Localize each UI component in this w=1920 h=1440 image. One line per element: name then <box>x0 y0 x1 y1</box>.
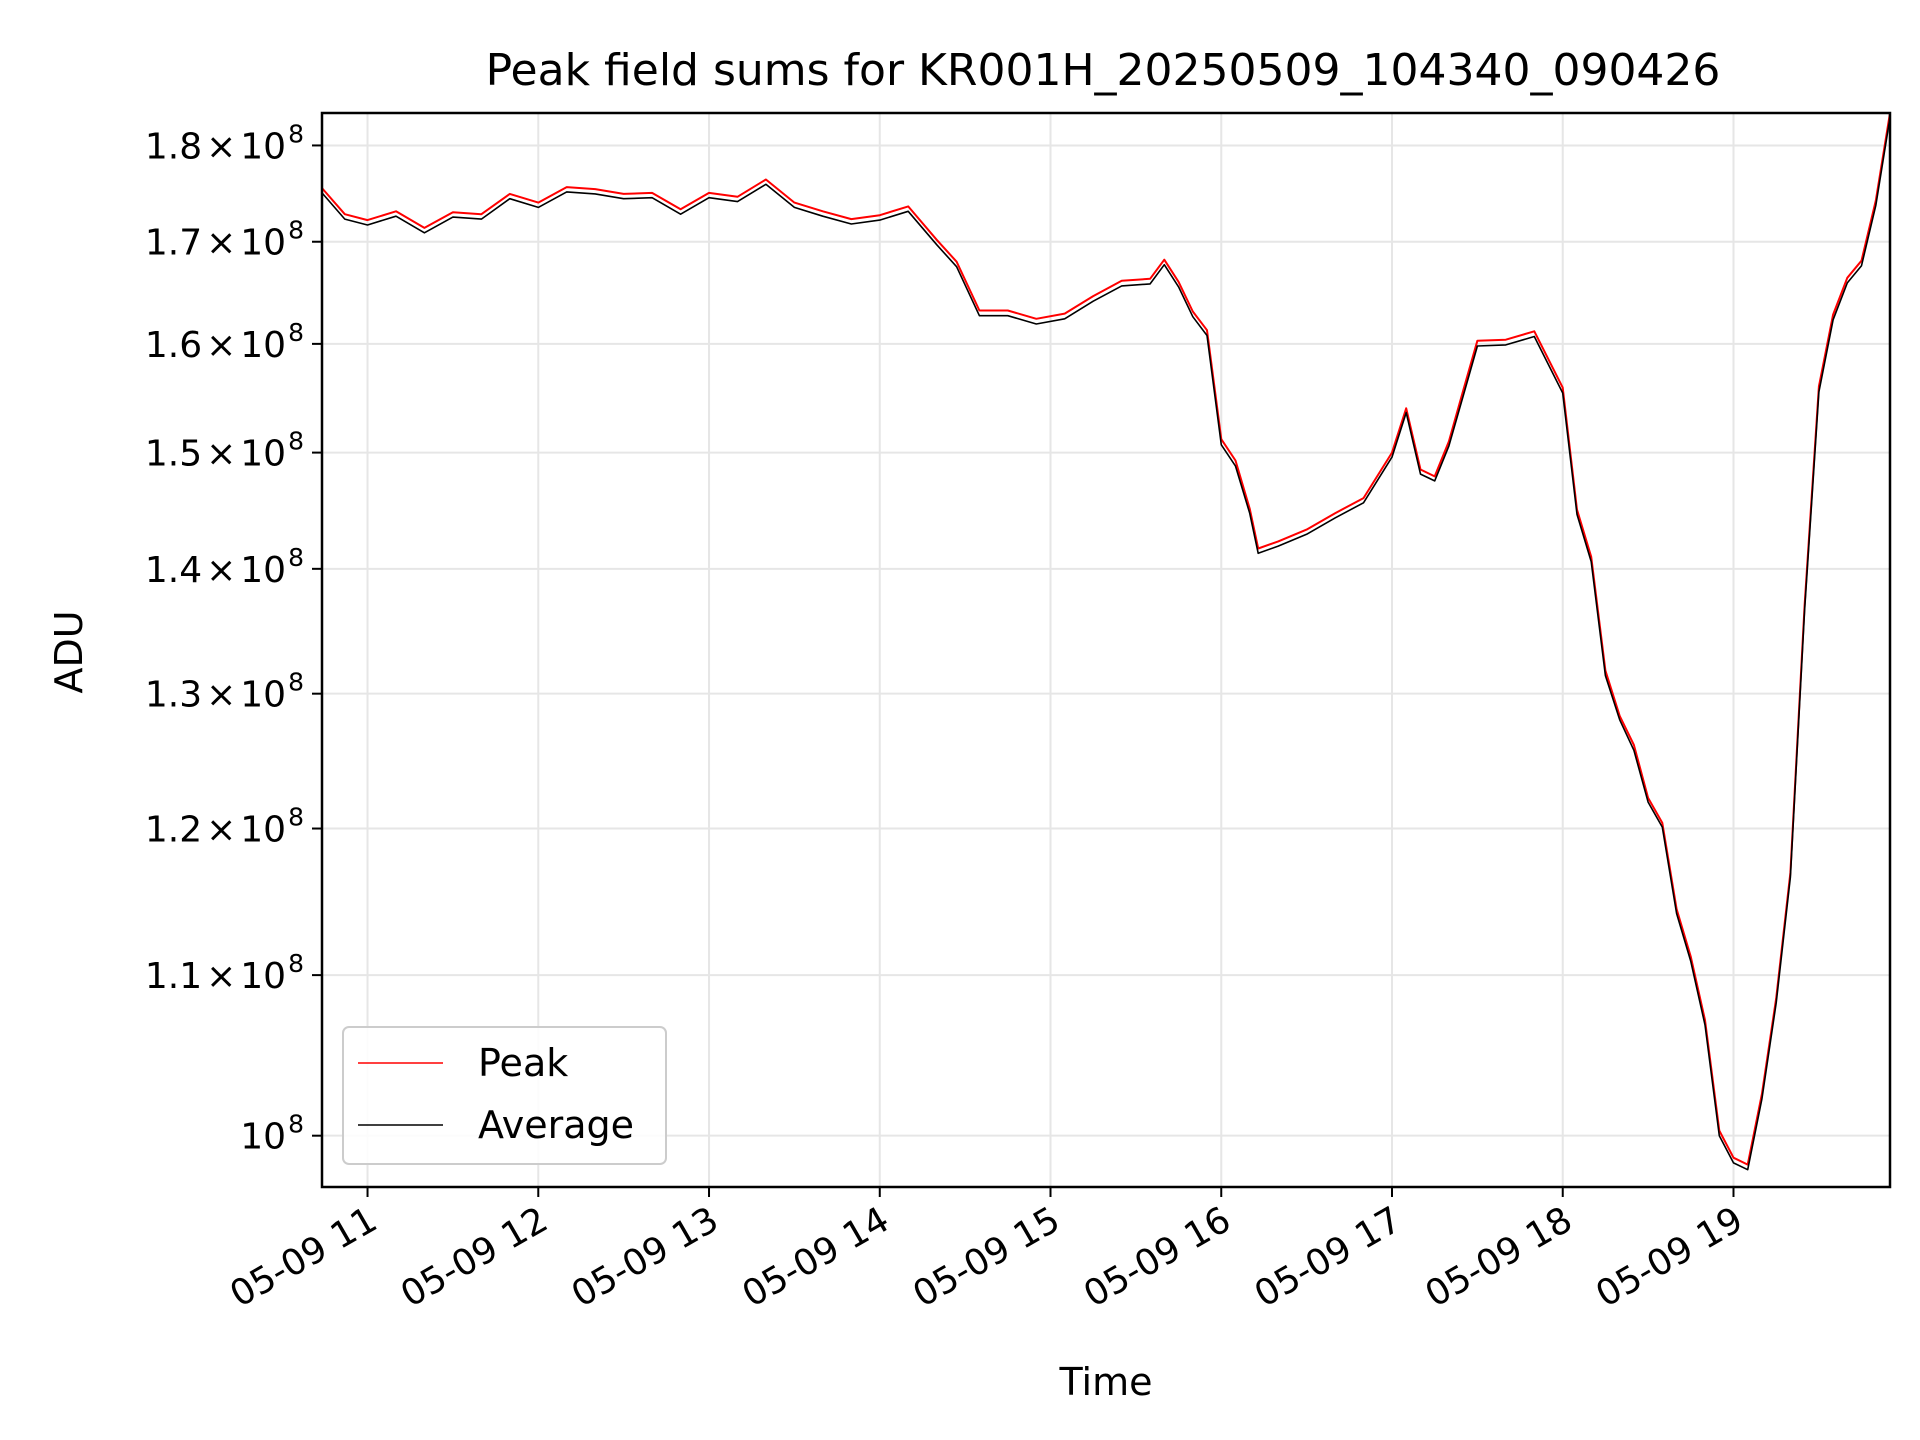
y-tick-label: 1.4 × 108 <box>145 543 304 591</box>
legend-average-label: Average <box>478 1103 634 1147</box>
y-tick-label: 108 <box>240 1110 304 1158</box>
plot-frame <box>320 111 1892 1189</box>
y-tick-label: 1.8 × 108 <box>145 119 304 167</box>
y-tick-label: 1.2 × 108 <box>145 803 304 851</box>
grid <box>322 113 1890 1187</box>
y-tick-label: 1.3 × 108 <box>145 668 304 716</box>
y-tick-label: 1.6 × 108 <box>145 318 304 366</box>
chart-title: Peak field sums for KR001H_20250509_1043… <box>486 45 1721 96</box>
y-axis-label: ADU <box>47 610 91 693</box>
y-tick-label: 1.1 × 108 <box>145 949 304 997</box>
legend: Peak Average <box>342 1026 667 1165</box>
y-tick-label: 1.7 × 108 <box>145 216 304 264</box>
series-line-average <box>321 117 1891 1171</box>
x-axis-label: Time <box>1059 1360 1153 1404</box>
series-lines <box>321 112 1891 1171</box>
legend-box <box>342 1026 667 1165</box>
legend-peak-label: Peak <box>478 1041 568 1085</box>
y-axis-ticks: 108 1.1 × 108 1.2 × 108 1.3 × 108 1.4 × 108 1.5 × 108 1.… <box>145 119 322 1158</box>
y-tick-label: 1.5 × 108 <box>145 427 304 475</box>
